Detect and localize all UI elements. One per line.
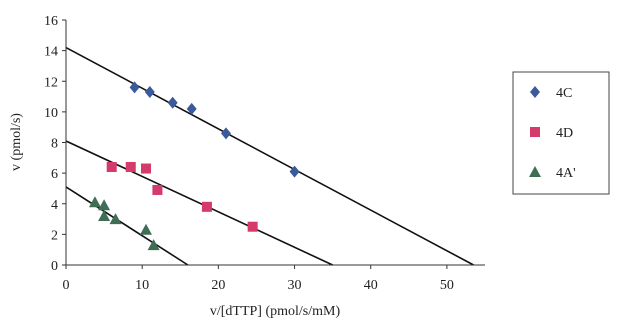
legend-item: 4C bbox=[530, 86, 572, 101]
legend-label: 4C bbox=[556, 86, 572, 101]
series-1 bbox=[65, 46, 474, 266]
fit-line bbox=[65, 46, 474, 266]
x-tick-label: 30 bbox=[288, 278, 302, 293]
plot-area bbox=[65, 46, 474, 266]
y-tick-label: 2 bbox=[51, 228, 58, 243]
y-tick-label: 10 bbox=[44, 106, 58, 121]
y-tick-label: 8 bbox=[51, 137, 58, 152]
data-point bbox=[125, 162, 136, 172]
y-tick-label: 12 bbox=[44, 75, 58, 90]
legend-marker bbox=[529, 166, 541, 177]
legend-marker bbox=[530, 127, 540, 137]
legend-marker bbox=[530, 86, 540, 98]
legend-box bbox=[512, 71, 610, 195]
legend-label: 4A' bbox=[556, 166, 576, 181]
x-axis-label: v/[dTTP] (pmol/s/mM) bbox=[210, 304, 341, 319]
legend-item: 4D bbox=[530, 126, 573, 141]
fit-line bbox=[65, 186, 189, 266]
data-point bbox=[144, 85, 155, 98]
data-point bbox=[147, 239, 160, 251]
x-tick-label: 20 bbox=[211, 278, 225, 293]
x-tick-label: 50 bbox=[440, 278, 454, 293]
series-2 bbox=[65, 140, 333, 266]
x-tick-label: 40 bbox=[364, 278, 378, 293]
data-point bbox=[98, 210, 111, 221]
y-tick-label: 4 bbox=[51, 198, 58, 213]
data-point bbox=[98, 199, 111, 211]
x-tick-label: 0 bbox=[63, 278, 70, 293]
fit-line bbox=[65, 140, 333, 266]
data-point bbox=[152, 184, 163, 195]
y-tick-label: 14 bbox=[44, 45, 58, 60]
data-point bbox=[201, 201, 212, 212]
legend: 4C 4D 4A' bbox=[512, 71, 610, 195]
y-tick-label: 16 bbox=[44, 14, 58, 29]
data-point bbox=[106, 162, 117, 172]
data-point bbox=[289, 165, 300, 178]
x-tick-label: 10 bbox=[135, 278, 149, 293]
data-point bbox=[186, 102, 197, 115]
data-point bbox=[129, 81, 140, 94]
y-axis-label: v (pmol/s) bbox=[9, 113, 24, 171]
series-3 bbox=[65, 186, 189, 266]
legend-label: 4D bbox=[556, 126, 573, 141]
data-point bbox=[167, 96, 178, 109]
legend-item: 4A' bbox=[529, 166, 576, 181]
y-tick-label: 0 bbox=[51, 259, 58, 274]
data-point bbox=[220, 127, 231, 140]
data-point bbox=[139, 223, 152, 235]
y-tick-label: 6 bbox=[51, 167, 58, 182]
data-point bbox=[140, 163, 151, 174]
data-point bbox=[109, 213, 122, 225]
data-point bbox=[88, 196, 101, 208]
axes: 0 2 4 6 8 10 12 14 16 0 10 20 30 40 50 bbox=[44, 14, 485, 293]
data-point bbox=[247, 221, 258, 232]
